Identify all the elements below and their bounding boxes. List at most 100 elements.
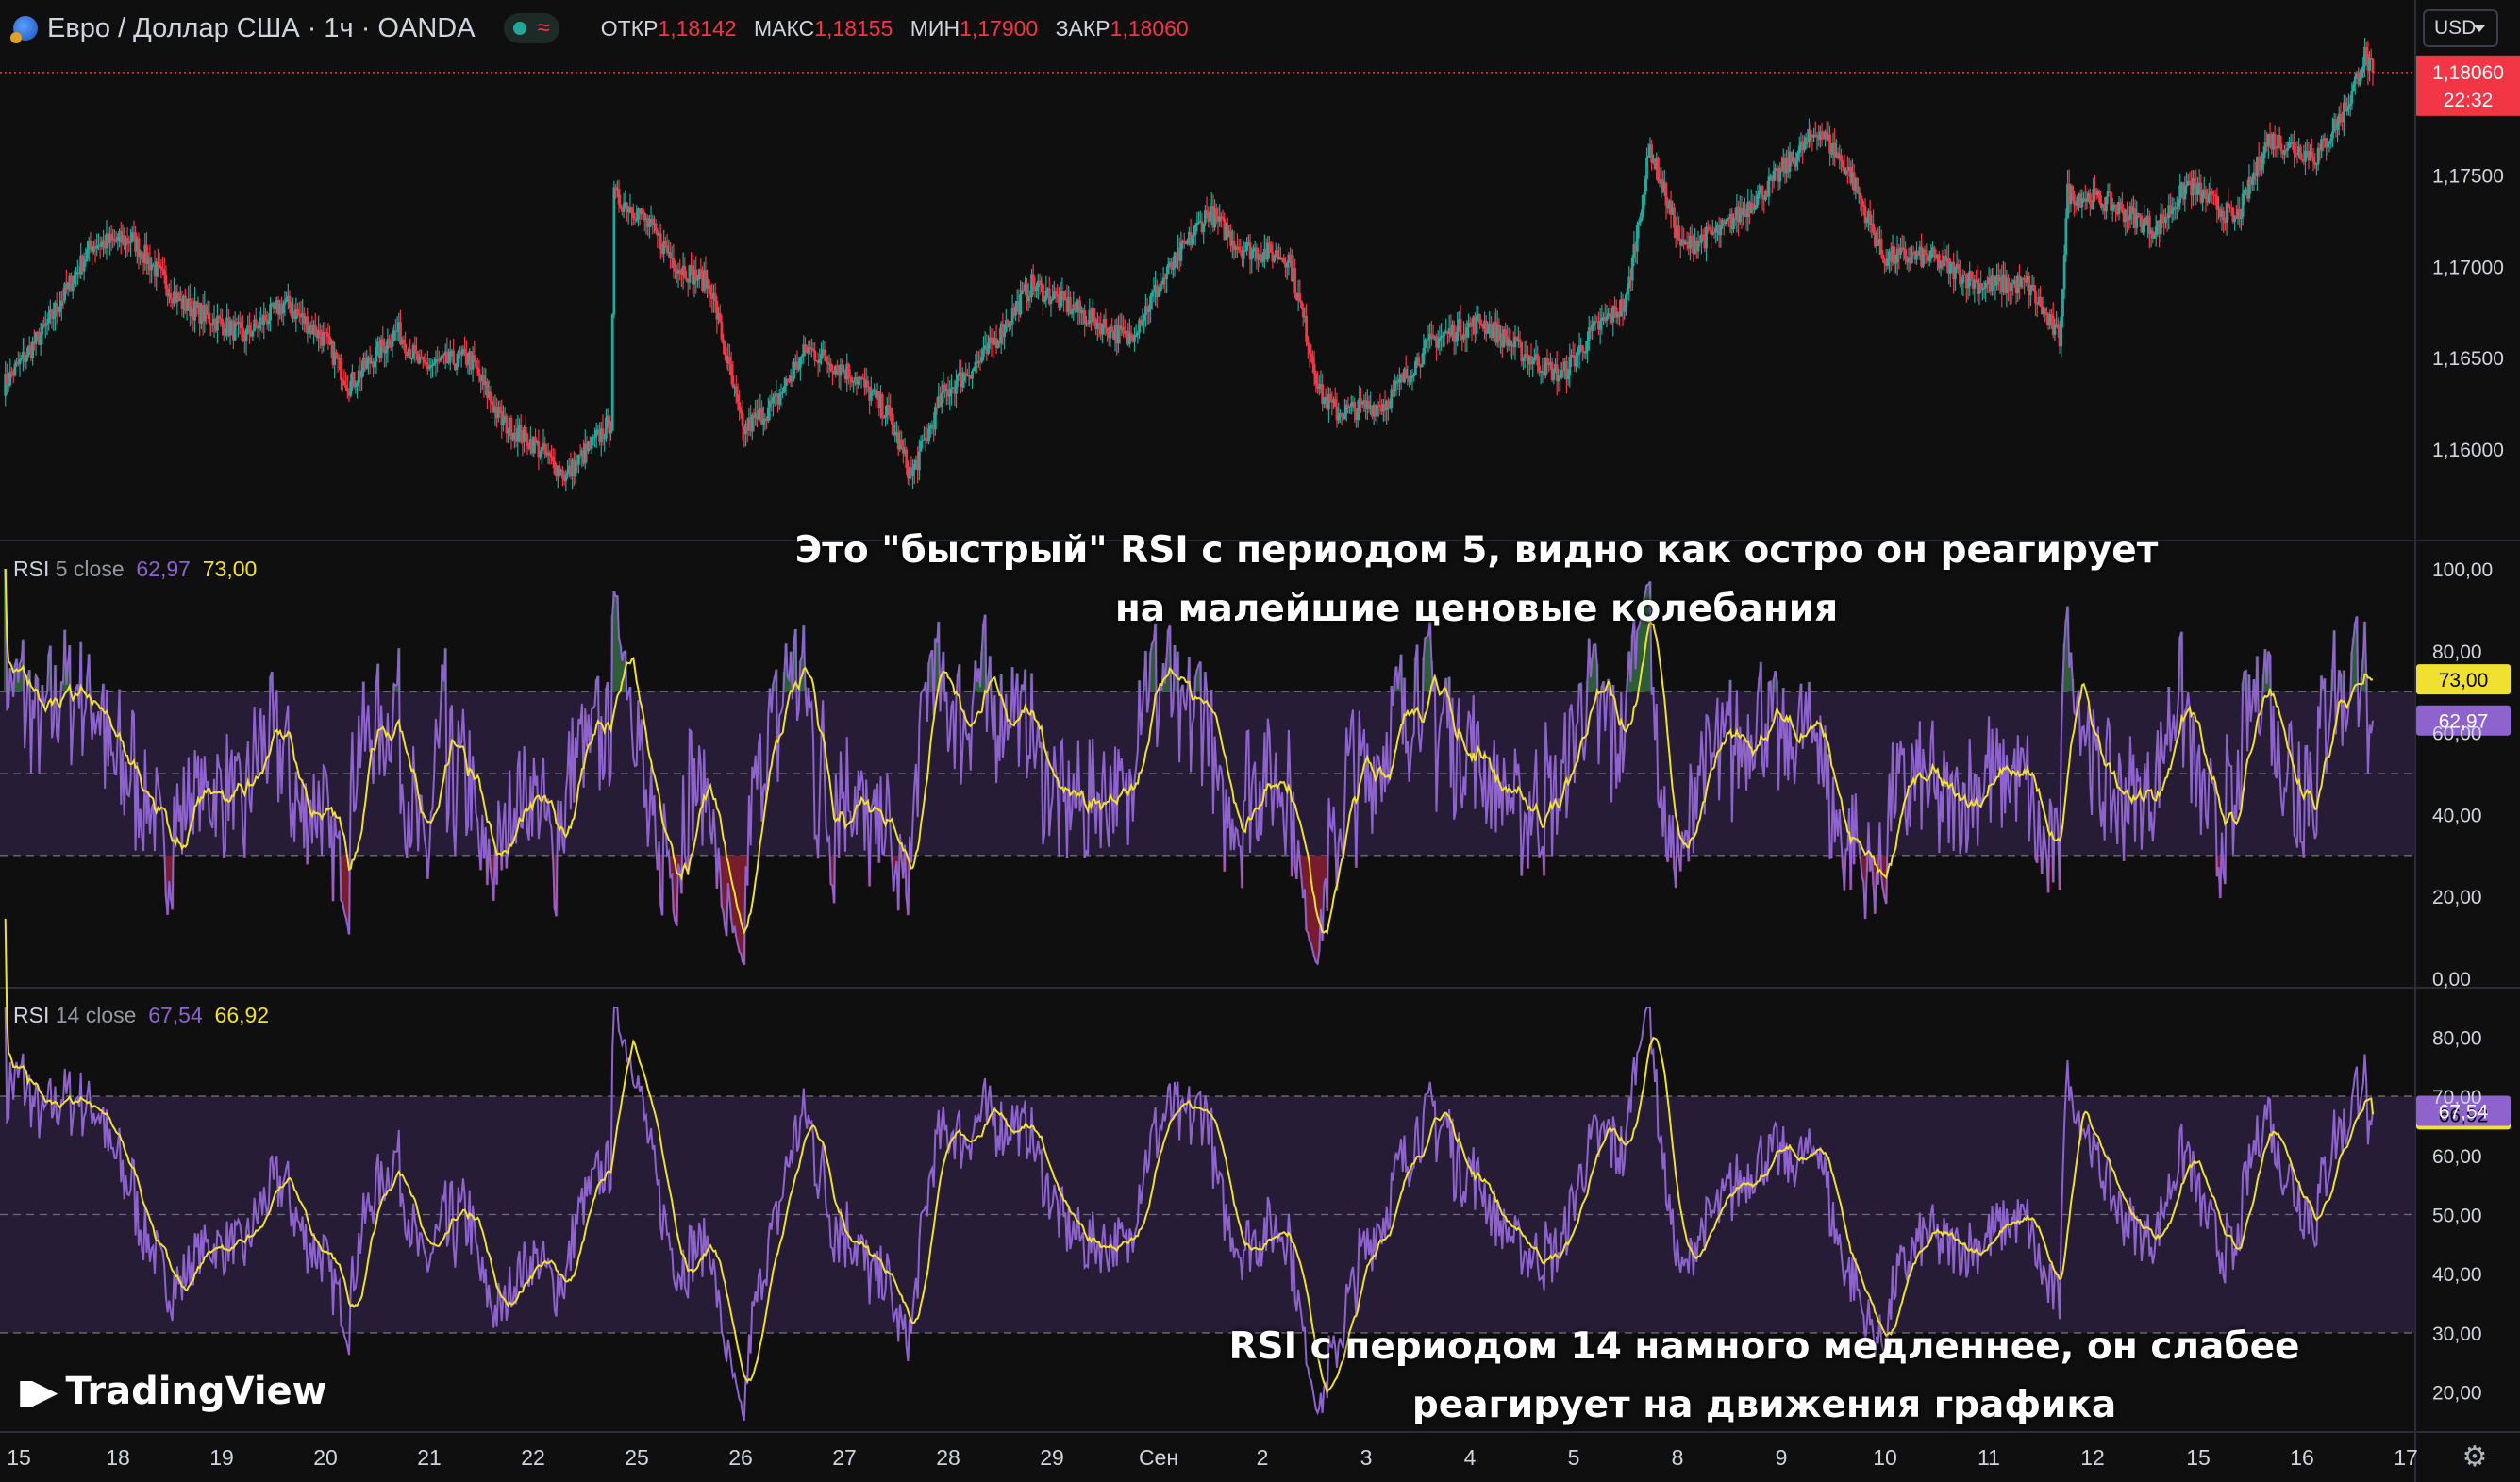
candle-body (1560, 370, 1563, 378)
candle (1481, 324, 1485, 332)
candle (121, 224, 125, 246)
candle (766, 397, 770, 424)
candle-body (2080, 198, 2084, 208)
candle-body (502, 418, 505, 425)
candle (1409, 369, 1412, 385)
candle-body (242, 328, 245, 337)
candle (559, 468, 563, 476)
candle (2353, 73, 2357, 95)
candle-body (2161, 214, 2164, 222)
candle-body (275, 300, 278, 303)
candle (2064, 208, 2068, 262)
candle-body (743, 426, 746, 435)
candle-body (2163, 216, 2167, 224)
candle (1728, 208, 1732, 234)
candle-body (1552, 369, 1556, 380)
candle (955, 369, 958, 408)
candle-body (869, 391, 873, 401)
candle-body (1015, 300, 1019, 307)
symbol-title[interactable]: Евро / Доллар США · 1ч · OANDA (47, 12, 476, 43)
tradingview-logo[interactable]: ▮▶ TradingView (17, 1370, 327, 1413)
candle (1332, 396, 1335, 409)
candle-body (1536, 354, 1540, 366)
candle (2291, 134, 2295, 150)
candle-body (1088, 309, 1092, 324)
candle-body (2286, 147, 2290, 151)
candle (2087, 189, 2091, 203)
candle-body (496, 406, 500, 419)
candle (1879, 229, 1883, 258)
candle (2325, 137, 2328, 161)
candle-body (2115, 208, 2119, 215)
candle-body (1494, 321, 1497, 343)
candle (1607, 308, 1610, 320)
settings-icon[interactable]: ⚙ (2462, 1441, 2488, 1473)
candle (2270, 131, 2274, 155)
candle-body (409, 349, 412, 359)
candle-body (1722, 220, 1726, 225)
candle-body (1234, 246, 1238, 250)
candle (25, 355, 28, 370)
candle-body (680, 270, 683, 275)
candle-body (1157, 291, 1160, 297)
candle (910, 456, 913, 480)
candle-body (1566, 375, 1570, 380)
candle (699, 258, 703, 280)
candle (2309, 143, 2312, 162)
candle-body (1804, 137, 1808, 145)
candle (1598, 308, 1602, 345)
candle (2162, 209, 2166, 236)
candle (1305, 303, 1309, 347)
candle (1024, 276, 1027, 296)
candle-body (150, 265, 154, 271)
candle-body (626, 209, 630, 213)
candle (939, 386, 942, 408)
candle (237, 314, 240, 338)
candle-body (2288, 142, 2291, 148)
candle (420, 349, 424, 359)
candle (1311, 350, 1314, 374)
candle (1477, 305, 1480, 322)
candle (479, 374, 483, 393)
currency-select[interactable]: USD (2423, 9, 2498, 47)
candle-body (1261, 257, 1265, 262)
candle (1621, 293, 1625, 326)
candle-body (1001, 323, 1005, 338)
candle-body (1507, 339, 1510, 346)
candle-body (603, 438, 607, 440)
candle-body (1159, 283, 1162, 292)
candle-body (1737, 206, 1740, 223)
candle-body (839, 364, 843, 376)
candle (502, 405, 505, 432)
candle-body (479, 375, 483, 382)
candle-body (1293, 268, 1297, 294)
rsi5-legend[interactable]: RSI 5 close 62,97 73,00 (13, 557, 257, 582)
candle (1692, 233, 1695, 262)
candle (1836, 147, 1840, 160)
time-tick-label: 2 (1257, 1445, 1269, 1470)
candle-body (1923, 249, 1927, 254)
market-status-pill[interactable]: ≈ (503, 13, 559, 43)
candle (410, 358, 413, 364)
candle-body (1042, 283, 1044, 302)
candle-body (1072, 304, 1076, 311)
candle (2002, 260, 2005, 296)
candle-body (713, 293, 717, 302)
candle (820, 342, 823, 365)
candle (1155, 279, 1159, 308)
candle (621, 207, 624, 216)
candle-body (2309, 151, 2312, 161)
candle-body (2039, 296, 2043, 307)
candle (626, 206, 630, 225)
candle (487, 379, 491, 400)
candle (1084, 315, 1088, 327)
candle (1333, 387, 1337, 408)
candle-body (2175, 206, 2178, 210)
candle (2209, 176, 2212, 195)
candle-body (2297, 146, 2301, 156)
rsi14-legend[interactable]: RSI 14 close 67,54 66,92 (13, 1003, 269, 1028)
candle-body (248, 325, 251, 335)
candle (105, 220, 108, 260)
candle-body (2078, 193, 2082, 208)
